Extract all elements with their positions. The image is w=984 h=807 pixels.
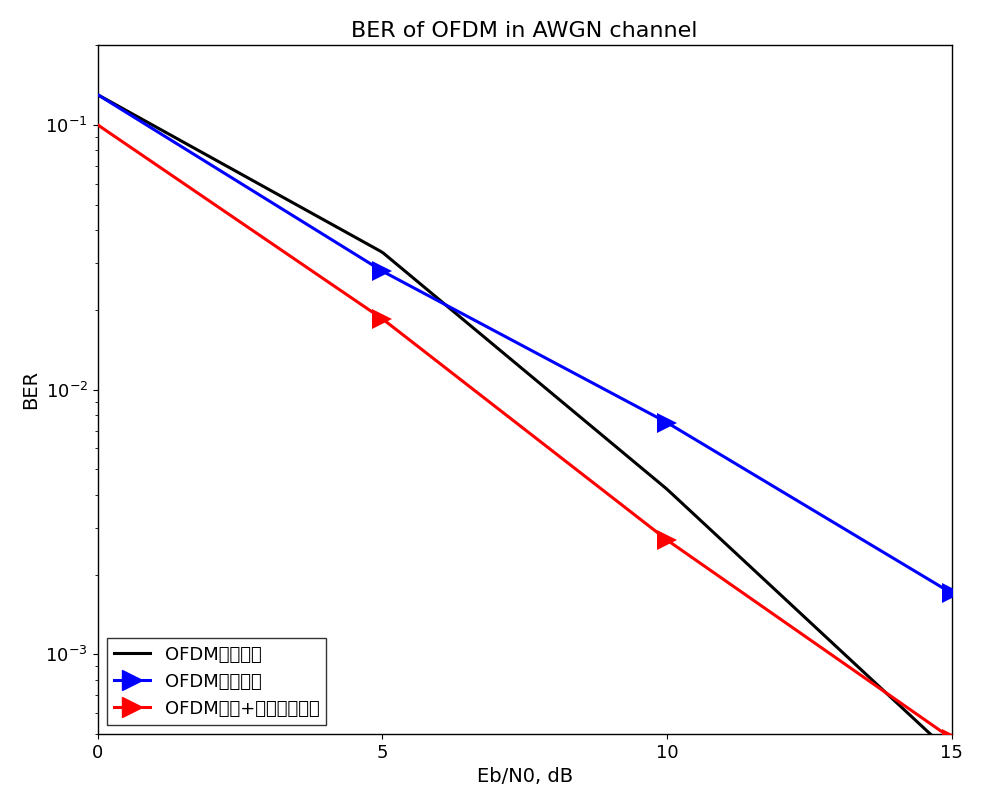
X-axis label: Eb/N0, dB: Eb/N0, dB xyxy=(476,767,573,786)
Title: BER of OFDM in AWGN channel: BER of OFDM in AWGN channel xyxy=(351,21,698,41)
Legend: OFDM原始信号, OFDM限幅信号, OFDM限幅+相位补偿信号: OFDM原始信号, OFDM限幅信号, OFDM限幅+相位补偿信号 xyxy=(106,638,327,725)
Y-axis label: BER: BER xyxy=(21,370,39,409)
